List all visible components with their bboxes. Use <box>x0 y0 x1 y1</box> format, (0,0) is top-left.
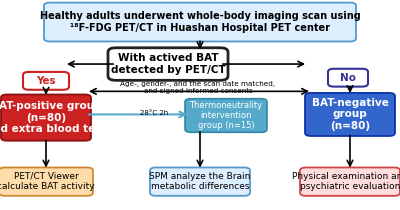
FancyBboxPatch shape <box>1 94 91 141</box>
Text: SPM analyze the Brain
metabolic differences: SPM analyze the Brain metabolic differen… <box>149 172 251 191</box>
Text: BAT-negative
group
(n=80): BAT-negative group (n=80) <box>312 98 388 131</box>
FancyBboxPatch shape <box>328 69 368 87</box>
Text: Age-, gender-, and the scan date matched,
and signed informed consents: Age-, gender-, and the scan date matched… <box>120 81 276 94</box>
FancyBboxPatch shape <box>305 93 395 136</box>
FancyBboxPatch shape <box>108 48 228 80</box>
FancyBboxPatch shape <box>0 168 93 196</box>
FancyBboxPatch shape <box>23 72 69 90</box>
FancyBboxPatch shape <box>185 99 267 132</box>
Text: Thermoneutrality
intervention
group (n=15): Thermoneutrality intervention group (n=1… <box>190 101 262 130</box>
Text: No: No <box>340 73 356 83</box>
Text: Yes: Yes <box>36 76 56 86</box>
FancyBboxPatch shape <box>44 3 356 41</box>
Text: With actived BAT
detected by PET/CT: With actived BAT detected by PET/CT <box>111 53 225 75</box>
Text: PET/CT Viewer
calculate BAT activity: PET/CT Viewer calculate BAT activity <box>0 172 95 191</box>
Text: Healthy adults underwent whole-body imaging scan using
¹⁸F-FDG PET/CT in Huashan: Healthy adults underwent whole-body imag… <box>40 11 360 33</box>
FancyBboxPatch shape <box>300 168 400 196</box>
Text: Physical examination and
psychiatric evaluation: Physical examination and psychiatric eva… <box>292 172 400 191</box>
FancyBboxPatch shape <box>150 168 250 196</box>
Text: BAT-positive group
(n=80)
and extra blood test: BAT-positive group (n=80) and extra bloo… <box>0 101 106 134</box>
Text: 28°C 2h: 28°C 2h <box>140 110 168 116</box>
